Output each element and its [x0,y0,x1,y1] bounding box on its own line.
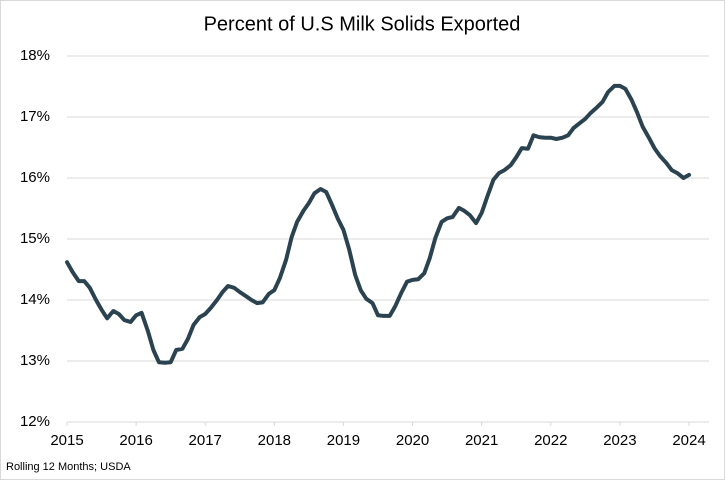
x-tick-label: 2024 [672,432,705,449]
y-tick-label: 12% [20,413,50,430]
y-tick-label: 15% [20,230,50,247]
chart-title: Percent of U.S Milk Solids Exported [204,13,521,35]
x-tick-label: 2016 [119,432,152,449]
x-tick-label: 2019 [327,432,360,449]
x-tick-label: 2018 [258,432,291,449]
x-tick-label: 2017 [189,432,222,449]
data-line [65,83,691,365]
y-tick-label: 16% [20,169,50,186]
x-tick-label: 2020 [396,432,429,449]
source-note: Rolling 12 Months; USDA [6,461,131,473]
y-tick-label: 18% [20,47,50,64]
x-tick-label: 2023 [603,432,636,449]
y-tick-label: 13% [20,352,50,369]
y-tick-label: 14% [20,291,50,308]
x-tick-label: 2021 [465,432,498,449]
x-tick-label: 2022 [534,432,567,449]
y-tick-label: 17% [20,108,50,125]
x-tick-label: 2015 [50,432,83,449]
